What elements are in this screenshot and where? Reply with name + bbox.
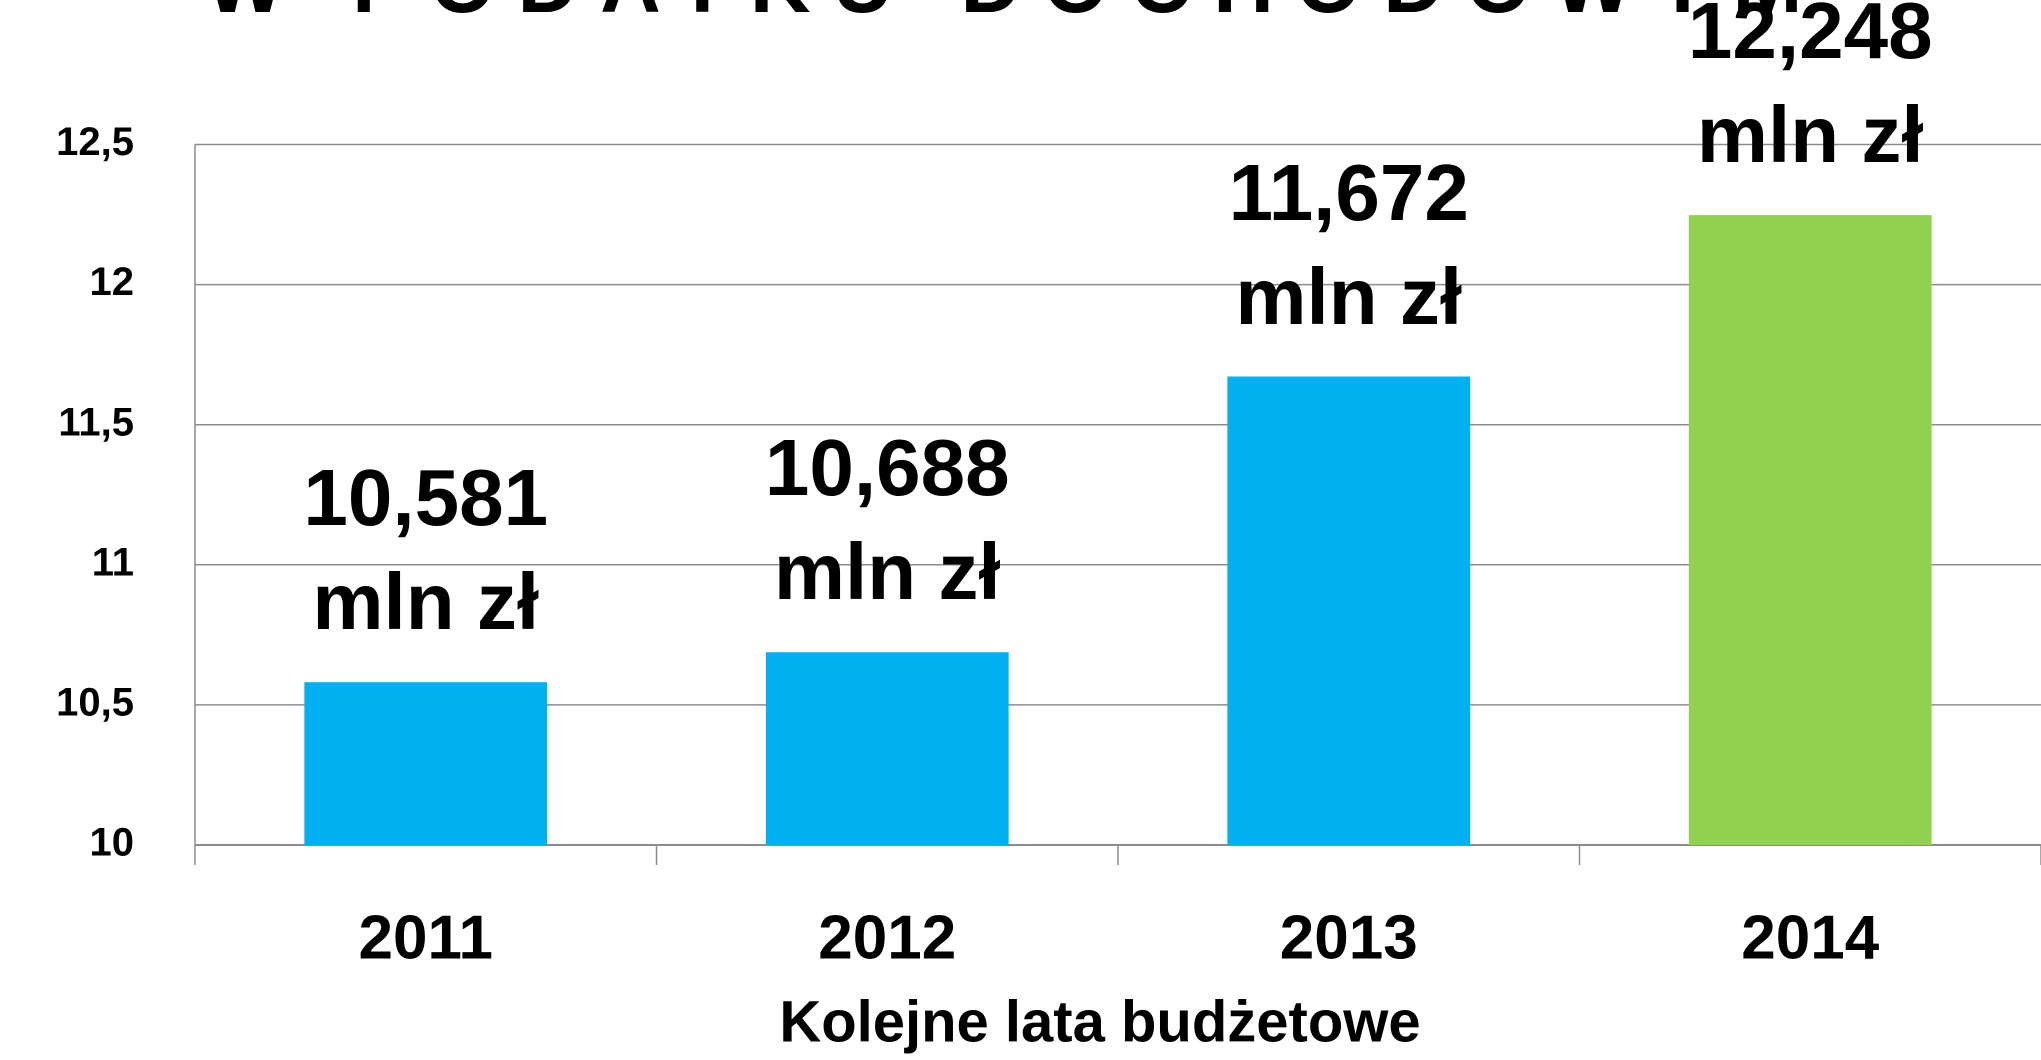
- x-tick-label: 2013: [1280, 903, 1418, 972]
- x-axis-label: Kolejne lata budżetowe: [779, 989, 1420, 1054]
- bar: [1688, 215, 1932, 845]
- chart-title: W PODATKU DOCHODOWYM: [206, 0, 1825, 30]
- x-tick-label: 2014: [1741, 903, 1879, 972]
- y-tick-label: 11,5: [58, 400, 134, 444]
- y-tick-label: 10,5: [56, 680, 134, 724]
- y-tick-label: 12,5: [56, 120, 134, 164]
- y-tick-label: 12: [90, 260, 135, 304]
- x-tick-label: 2011: [358, 903, 493, 972]
- bar: [304, 682, 548, 845]
- y-tick-label: 10: [90, 821, 135, 865]
- data-label: 10,688 mln zł: [764, 423, 1010, 617]
- data-label: 12,248 mln zł: [1687, 0, 1933, 180]
- y-tick-label: 11: [92, 540, 134, 584]
- bar: [1227, 376, 1471, 845]
- data-label: 11,672 mln zł: [1228, 147, 1469, 341]
- x-tick-label: 2012: [818, 903, 956, 972]
- data-label: 10,581 mln zł: [303, 453, 549, 647]
- bar: [765, 652, 1009, 845]
